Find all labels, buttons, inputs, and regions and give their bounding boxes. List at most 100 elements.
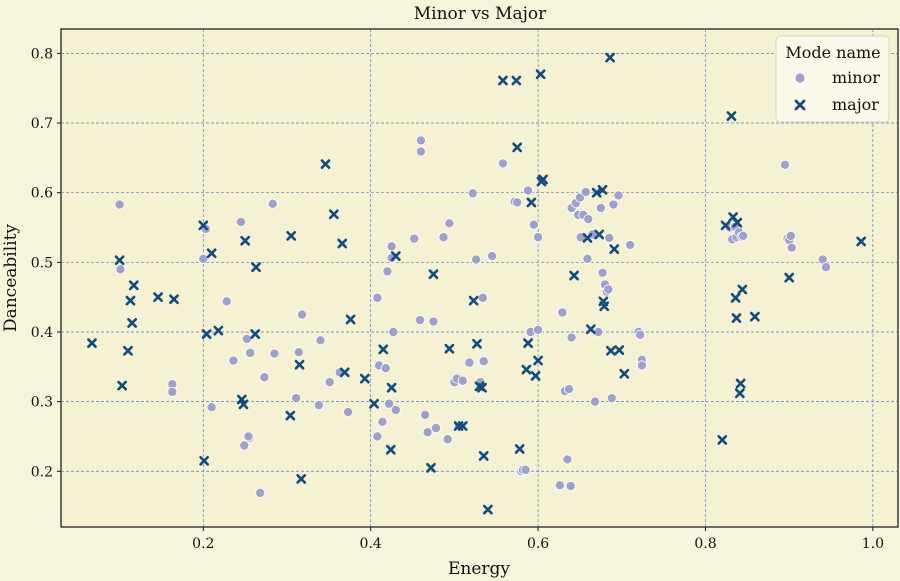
data-point-major: [457, 421, 468, 431]
plot-area: [60, 28, 899, 528]
data-point-minor: [528, 219, 539, 230]
data-point-major: [378, 344, 389, 355]
data-point-major: [125, 295, 136, 306]
y-tick-label: 0.6: [31, 186, 53, 202]
data-point-major: [726, 111, 737, 121]
data-point-minor: [613, 190, 624, 201]
data-point-major: [523, 338, 533, 349]
data-point-minor: [428, 316, 439, 327]
data-point-major: [735, 378, 746, 389]
data-point-minor: [478, 356, 489, 367]
data-point-major: [477, 382, 487, 393]
data-point-major: [609, 244, 620, 254]
data-point-major: [619, 368, 630, 379]
data-point-minor: [457, 375, 468, 386]
data-point-minor: [566, 332, 577, 343]
data-point-minor: [430, 423, 441, 434]
y-tick-label: 0.4: [31, 325, 53, 341]
data-point-minor: [293, 347, 304, 358]
data-point-minor: [291, 393, 302, 404]
data-point-minor: [603, 284, 614, 295]
data-point-minor: [580, 186, 591, 197]
data-point-minor: [554, 480, 565, 491]
data-point-minor: [259, 372, 270, 383]
data-point-minor: [115, 264, 126, 275]
data-point-minor: [636, 360, 647, 371]
x-tick-label: 1.0: [862, 536, 884, 552]
data-point-major: [582, 233, 593, 243]
data-point-minor: [324, 377, 335, 388]
data-point-minor: [267, 198, 278, 209]
data-point-major: [720, 220, 731, 231]
data-point-major: [390, 251, 401, 261]
data-point-major: [428, 269, 439, 280]
data-point-major: [251, 262, 261, 273]
data-point-minor: [604, 232, 615, 243]
data-point-minor: [464, 357, 475, 368]
x-tick-label: 0.4: [360, 536, 382, 552]
data-point-major: [285, 410, 296, 421]
data-point-major: [296, 474, 307, 484]
data-point-major: [426, 462, 436, 473]
data-point-major: [127, 318, 138, 328]
data-point-major: [606, 345, 616, 356]
y-tick-label: 0.5: [31, 255, 53, 271]
y-tick-label: 0.2: [31, 464, 53, 480]
data-point-minor: [420, 409, 431, 420]
data-point-minor: [313, 400, 324, 411]
legend: Mode name minor major: [775, 35, 890, 123]
data-point-major: [114, 255, 125, 266]
data-point-major: [856, 236, 867, 247]
data-point-minor: [255, 487, 266, 498]
data-point-major: [732, 217, 743, 228]
data-point-minor: [228, 355, 239, 366]
data-point-minor: [523, 185, 534, 196]
legend-major-marker: [794, 99, 806, 111]
data-point-minor: [343, 407, 354, 418]
data-point-major: [199, 455, 210, 466]
data-point-major: [369, 398, 379, 409]
data-point-minor: [597, 267, 608, 278]
y-axis-label: Danceability: [1, 224, 21, 332]
data-point-minor: [315, 335, 326, 346]
data-point-major: [478, 451, 489, 461]
data-point-minor: [235, 216, 246, 227]
data-point-major: [198, 220, 209, 231]
data-point-minor: [471, 254, 482, 265]
data-point-minor: [239, 440, 250, 451]
x-tick-label: 0.6: [527, 536, 549, 552]
data-point-minor: [533, 232, 544, 243]
data-point-major: [538, 174, 549, 185]
data-point-major: [206, 248, 217, 259]
data-point-minor: [297, 309, 308, 320]
data-point-minor: [606, 393, 617, 404]
data-point-major: [731, 313, 742, 323]
data-point-minor: [386, 241, 397, 252]
data-point-major: [591, 187, 602, 198]
data-point-minor: [821, 262, 832, 273]
data-point-major: [594, 229, 605, 240]
data-point-major: [737, 284, 748, 295]
data-point-major: [345, 314, 356, 325]
data-point-major: [385, 444, 396, 455]
data-point-major: [117, 380, 128, 391]
data-point-major: [482, 504, 493, 515]
data-point-minor: [564, 384, 575, 395]
data-point-major: [498, 75, 508, 86]
data-point-major: [597, 184, 608, 195]
data-point-minor: [738, 230, 749, 241]
data-point-minor: [269, 348, 280, 359]
data-point-minor: [382, 266, 393, 277]
data-point-minor: [415, 135, 426, 146]
data-point-minor: [512, 197, 523, 208]
grid-lines: [61, 29, 898, 527]
data-point-minor: [206, 402, 217, 413]
data-point-major: [250, 329, 261, 339]
data-point-major: [87, 338, 97, 349]
data-point-minor: [380, 363, 391, 374]
data-point-minor: [388, 326, 399, 337]
data-point-major: [328, 209, 339, 220]
data-point-minor: [785, 230, 796, 241]
data-point-major: [213, 325, 224, 336]
data-point-minor: [415, 315, 426, 326]
